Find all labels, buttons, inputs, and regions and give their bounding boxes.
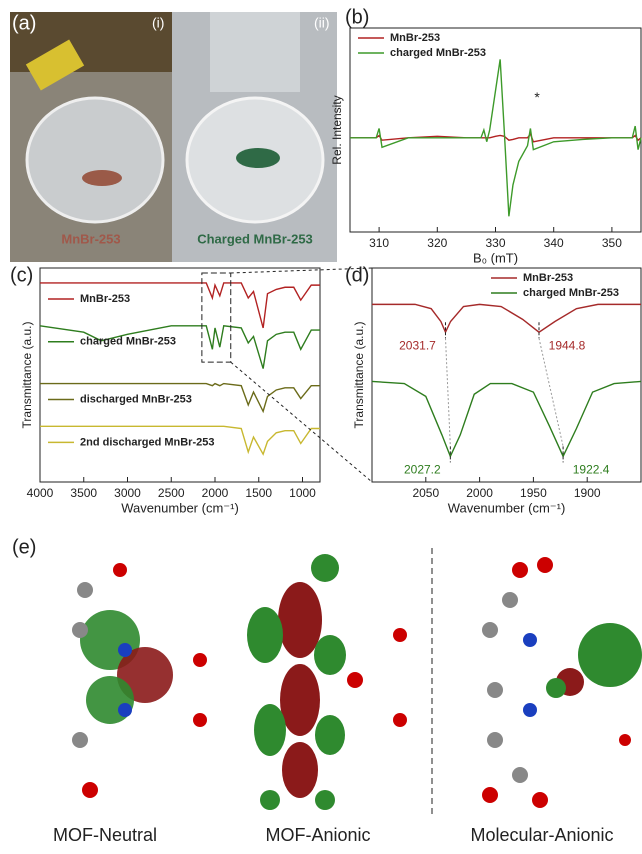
series-line — [372, 381, 641, 456]
x-tick-label: 350 — [602, 236, 622, 250]
legend-label: MnBr-253 — [523, 272, 573, 284]
caption: Molecular-Anionic — [470, 825, 613, 845]
powder — [82, 170, 122, 186]
photo-panel: (a) (i) (ii) MnBr-253 Charged MnBr-253 — [10, 12, 337, 262]
shift-line — [445, 338, 450, 446]
x-tick-label: 2500 — [158, 486, 185, 500]
peak-label: 1944.8 — [549, 338, 586, 352]
legend-label: charged MnBr-253 — [80, 336, 176, 348]
x-tick-label: 3500 — [70, 486, 97, 500]
x-axis-label: B₀ (mT) — [473, 250, 518, 265]
panel-label: (c) — [10, 264, 33, 286]
x-tick-label: 4000 — [27, 486, 54, 500]
figure: (a) (i) (ii) MnBr-253 Charged MnBr-253 (… — [0, 0, 642, 854]
x-tick-label: 330 — [485, 236, 505, 250]
powder — [236, 148, 280, 168]
x-tick-label: 2050 — [412, 486, 439, 500]
molecule — [482, 557, 642, 808]
legend-label: MnBr-253 — [80, 293, 130, 305]
x-tick-label: 1000 — [289, 486, 316, 500]
x-axis-label: Wavenumber (cm⁻¹) — [121, 500, 239, 515]
x-tick-label: 1950 — [520, 486, 547, 500]
x-tick-label: 3000 — [114, 486, 141, 500]
panel-label: (b) — [345, 6, 369, 28]
flask — [27, 98, 163, 222]
photo-caption: MnBr-253 — [61, 231, 120, 246]
x-tick-label: 320 — [427, 236, 447, 250]
neck — [210, 12, 300, 92]
x-axis-label: Wavenumber (cm⁻¹) — [448, 500, 566, 515]
panel-label: (a) — [12, 12, 36, 34]
zoom-link — [231, 362, 372, 482]
x-tick-label: 340 — [544, 236, 564, 250]
photo-caption: Charged MnBr-253 — [197, 231, 313, 246]
caption: MOF-Neutral — [53, 825, 157, 845]
photo-label: (i) — [152, 15, 164, 31]
orbital-panel: (e) MOF-Neutral MOF-Anionic Molecu — [12, 536, 642, 844]
legend-label: charged MnBr-253 — [523, 287, 619, 299]
y-axis-label: Transmittance (a.u.) — [352, 322, 366, 429]
plot-frame — [372, 268, 641, 482]
y-axis-label: Rel. Intensity — [330, 95, 344, 164]
caption: MOF-Anionic — [265, 825, 370, 845]
legend-label: discharged MnBr-253 — [80, 393, 192, 405]
panel-label: (e) — [12, 536, 36, 558]
molecule — [72, 563, 207, 798]
peak-label: 2027.2 — [404, 462, 441, 476]
panel-label: (d) — [345, 264, 369, 286]
series-line — [372, 304, 641, 332]
x-tick-label: 1500 — [245, 486, 272, 500]
x-tick-label: 2000 — [202, 486, 229, 500]
x-tick-label: 310 — [369, 236, 389, 250]
series-line — [40, 283, 320, 328]
annotation: * — [534, 89, 540, 105]
x-tick-label: 1900 — [574, 486, 601, 500]
legend-label: 2nd discharged MnBr-253 — [80, 436, 214, 448]
y-axis-label: Transmittance (a.u.) — [20, 322, 34, 429]
peak-label: 2031.7 — [399, 338, 436, 352]
photo-label: (ii) — [314, 15, 330, 31]
peak-label: 1922.4 — [573, 462, 610, 476]
legend-label: MnBr-253 — [390, 32, 440, 44]
series-line — [350, 134, 641, 142]
molecule — [247, 554, 407, 810]
legend-label: charged MnBr-253 — [390, 47, 486, 59]
x-tick-label: 2000 — [466, 486, 493, 500]
